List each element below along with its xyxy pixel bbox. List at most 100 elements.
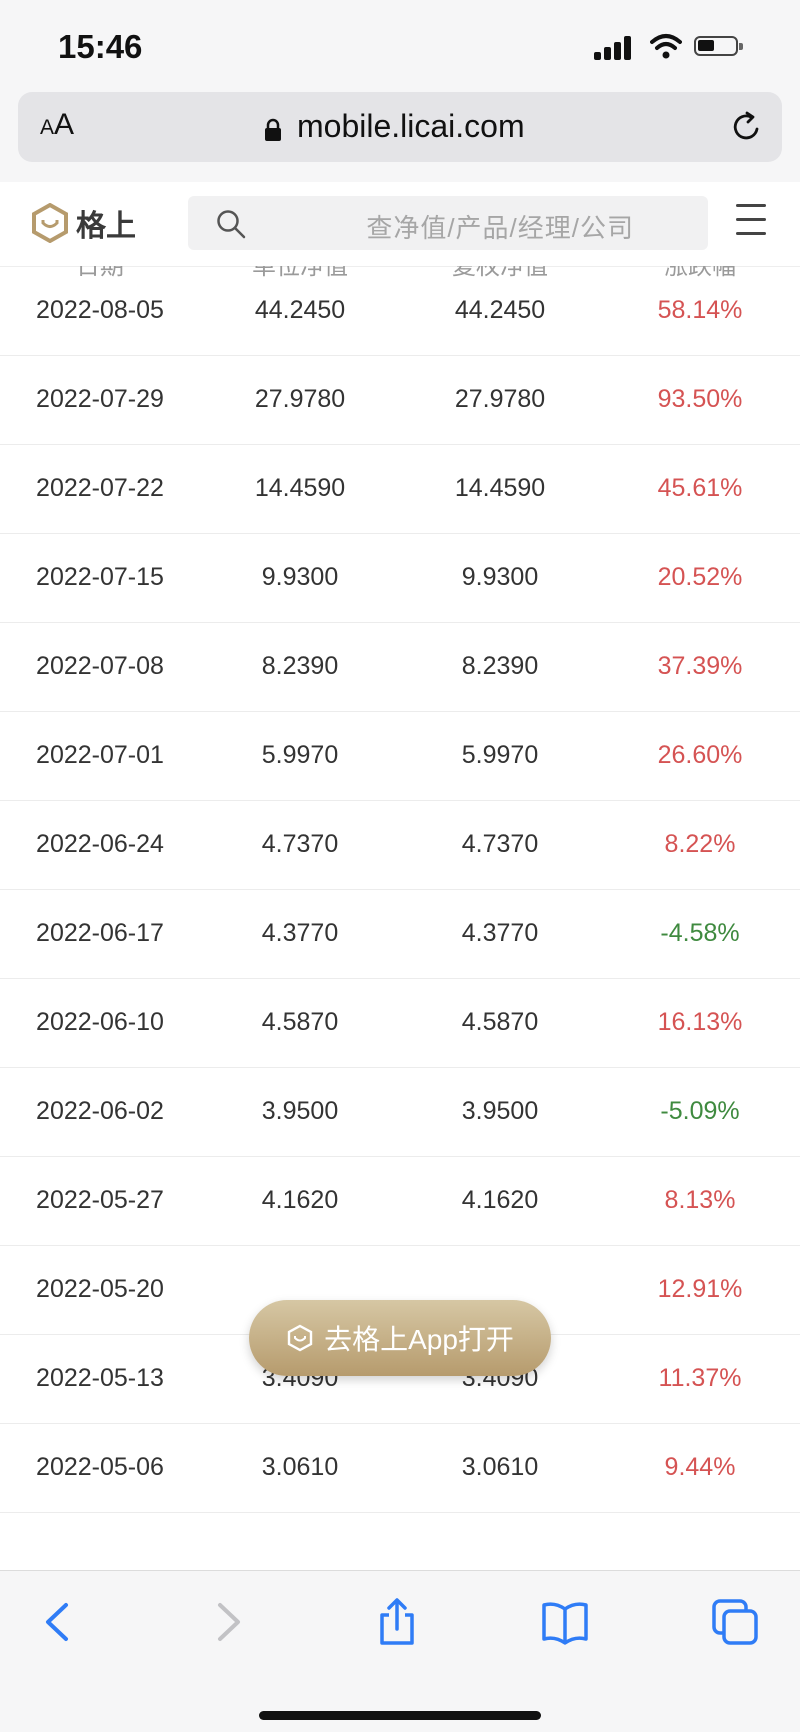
text-size-small-a: A bbox=[40, 116, 55, 139]
search-icon bbox=[217, 210, 246, 239]
table-row[interactable]: 2022-06-17 4.3770 4.3770 -4.58% bbox=[0, 889, 800, 979]
cell-unit-nav: 27.9780 bbox=[254, 385, 346, 413]
table-row[interactable]: 2022-05-27 4.1620 4.1620 8.13% bbox=[0, 1156, 800, 1246]
cell-adjusted-nav: 4.1620 bbox=[461, 1186, 539, 1214]
nav-history-table: 日期 单位净值 复权净值 涨跌幅 2022-08-05 44.2450 44.245… bbox=[0, 266, 800, 1570]
cell-change: 8.22% bbox=[664, 830, 736, 858]
cell-date: 2022-08-05 bbox=[36, 296, 164, 324]
cell-unit-nav: 5.9970 bbox=[261, 741, 339, 769]
cell-date: 2022-06-24 bbox=[36, 830, 164, 858]
cell-date: 2022-07-01 bbox=[36, 741, 164, 769]
status-time: 15:46 bbox=[58, 28, 143, 65]
cell-unit-nav: 4.1620 bbox=[261, 1186, 339, 1214]
cell-change: 11.37% bbox=[658, 1364, 742, 1392]
url-text[interactable]: mobile.licai.com bbox=[297, 108, 525, 144]
cell-change: 16.13% bbox=[657, 1008, 743, 1036]
app-logo-icon bbox=[287, 1324, 313, 1352]
browser-chrome: 15:46 AA mobile.licai.com bbox=[0, 0, 800, 182]
search-input[interactable]: 查净值/产品/经理/公司 bbox=[188, 196, 708, 250]
cell-unit-nav: 4.7370 bbox=[261, 830, 339, 858]
cell-date: 2022-06-02 bbox=[36, 1097, 164, 1125]
address-bar[interactable]: AA mobile.licai.com bbox=[18, 92, 782, 162]
table-row[interactable]: 2022-07-22 14.4590 14.4590 45.61% bbox=[0, 444, 800, 534]
cellular-signal-icon bbox=[594, 36, 634, 60]
header-date: 日期 bbox=[76, 266, 124, 280]
open-in-app-label: 去格上App打开 bbox=[324, 1324, 514, 1355]
cell-unit-nav: 9.9300 bbox=[261, 563, 339, 591]
table-row[interactable]: 2022-07-01 5.9970 5.9970 26.60% bbox=[0, 711, 800, 801]
cell-change: 9.44% bbox=[664, 1453, 736, 1481]
cell-adjusted-nav: 5.9970 bbox=[461, 741, 539, 769]
lock-icon bbox=[265, 118, 281, 141]
text-size-button[interactable]: AA bbox=[40, 108, 74, 142]
wifi-icon bbox=[650, 34, 682, 59]
cell-adjusted-nav: 4.5870 bbox=[461, 1008, 539, 1036]
header-unit-nav: 单位净值 bbox=[252, 266, 348, 280]
site-logo[interactable]: 格上 bbox=[30, 200, 136, 246]
cell-change: 20.52% bbox=[657, 563, 743, 591]
bookmarks-icon[interactable] bbox=[540, 1597, 590, 1647]
table-row[interactable]: 2022-06-24 4.7370 4.7370 8.22% bbox=[0, 800, 800, 890]
cell-date: 2022-05-27 bbox=[36, 1186, 164, 1214]
cell-date: 2022-07-22 bbox=[36, 474, 164, 502]
cell-change: 45.61% bbox=[657, 474, 743, 502]
cell-date: 2022-07-29 bbox=[36, 385, 164, 413]
cell-change: 58.14% bbox=[657, 296, 743, 324]
cell-adjusted-nav: 4.7370 bbox=[461, 830, 539, 858]
table-row[interactable]: 2022-05-06 3.0610 3.0610 9.44% bbox=[0, 1423, 800, 1513]
logo-text: 格上 bbox=[76, 210, 136, 243]
table-row[interactable]: 2022-07-29 27.9780 27.9780 93.50% bbox=[0, 355, 800, 445]
cell-adjusted-nav: 44.2450 bbox=[454, 296, 546, 324]
cell-unit-nav: 14.4590 bbox=[254, 474, 346, 502]
cell-unit-nav: 4.3770 bbox=[261, 919, 339, 947]
battery-icon bbox=[694, 36, 743, 56]
cell-adjusted-nav: 3.9500 bbox=[461, 1097, 539, 1125]
table-row[interactable]: 2022-08-05 44.2450 44.2450 58.14% bbox=[0, 266, 800, 356]
cell-date: 2022-07-08 bbox=[36, 652, 164, 680]
logo-hexagon-icon bbox=[32, 203, 68, 243]
site-header: 格上 查净值/产品/经理/公司 bbox=[0, 182, 800, 267]
cell-adjusted-nav: 14.4590 bbox=[454, 474, 546, 502]
cell-unit-nav: 4.5870 bbox=[261, 1008, 339, 1036]
cell-change: 37.39% bbox=[657, 652, 743, 680]
cell-change: 26.60% bbox=[657, 741, 743, 769]
home-indicator bbox=[259, 1711, 541, 1720]
menu-icon[interactable] bbox=[736, 204, 766, 240]
browser-toolbar bbox=[0, 1570, 800, 1732]
cell-date: 2022-05-13 bbox=[36, 1364, 164, 1392]
search-placeholder: 查净值/产品/经理/公司 bbox=[366, 213, 634, 243]
cell-unit-nav: 3.9500 bbox=[261, 1097, 339, 1125]
cell-adjusted-nav: 3.0610 bbox=[461, 1453, 539, 1481]
cell-date: 2022-05-06 bbox=[36, 1453, 164, 1481]
table-row[interactable]: 2022-06-02 3.9500 3.9500 -5.09% bbox=[0, 1067, 800, 1157]
cell-unit-nav: 3.0610 bbox=[261, 1453, 339, 1481]
cell-adjusted-nav: 9.9300 bbox=[461, 563, 539, 591]
cell-date: 2022-06-10 bbox=[36, 1008, 164, 1036]
header-change: 涨跌幅 bbox=[664, 266, 736, 280]
cell-change: 93.50% bbox=[657, 385, 743, 413]
cell-adjusted-nav: 4.3770 bbox=[461, 919, 539, 947]
table-header: 日期 单位净值 复权净值 涨跌幅 bbox=[0, 266, 800, 286]
reload-icon[interactable] bbox=[730, 110, 764, 144]
cell-change: -4.58% bbox=[660, 919, 740, 947]
forward-icon[interactable] bbox=[202, 1597, 252, 1647]
cell-unit-nav: 8.2390 bbox=[261, 652, 339, 680]
open-in-app-button[interactable]: 去格上App打开 bbox=[249, 1300, 551, 1376]
table-row[interactable]: 2022-07-08 8.2390 8.2390 37.39% bbox=[0, 622, 800, 712]
table-row[interactable]: 2022-07-15 9.9300 9.9300 20.52% bbox=[0, 533, 800, 623]
cell-unit-nav: 44.2450 bbox=[254, 296, 346, 324]
back-icon[interactable] bbox=[34, 1597, 84, 1647]
cell-change: 8.13% bbox=[664, 1186, 736, 1214]
tabs-icon[interactable] bbox=[710, 1597, 760, 1647]
text-size-large-a: A bbox=[54, 108, 75, 141]
cell-change: 12.91% bbox=[657, 1275, 743, 1303]
cell-date: 2022-06-17 bbox=[36, 919, 164, 947]
cell-adjusted-nav: 27.9780 bbox=[454, 385, 546, 413]
table-row[interactable]: 2022-06-10 4.5870 4.5870 16.13% bbox=[0, 978, 800, 1068]
cell-date: 2022-07-15 bbox=[36, 563, 164, 591]
cell-date: 2022-05-20 bbox=[36, 1275, 164, 1303]
header-adjusted-nav: 复权净值 bbox=[452, 266, 548, 280]
share-icon[interactable] bbox=[372, 1597, 422, 1647]
cell-adjusted-nav: 8.2390 bbox=[461, 652, 539, 680]
status-icons bbox=[594, 30, 764, 66]
